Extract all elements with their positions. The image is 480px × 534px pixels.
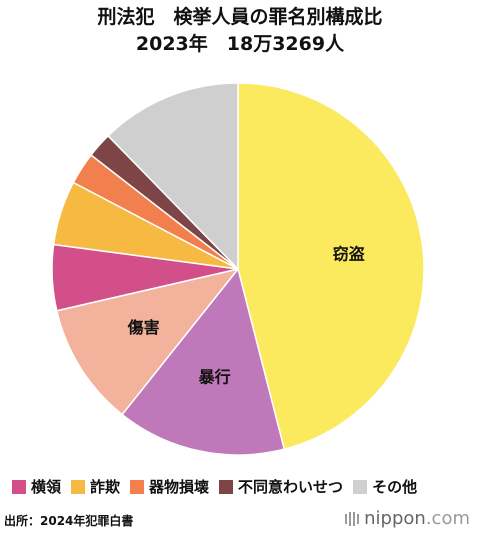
- legend-swatch: [71, 479, 86, 494]
- source-note: 出所：2024年犯罪白書: [4, 514, 134, 528]
- slice-label-0: 窃盗: [333, 245, 365, 264]
- title-line-1: 刑法犯 検挙人員の罪名別構成比: [97, 6, 383, 28]
- legend-label: 器物損壊: [149, 478, 210, 496]
- pie-slice-0: [237, 82, 425, 451]
- chart-title: 刑法犯 検挙人員の罪名別構成比 2023年 18万3269人: [0, 4, 480, 58]
- legend-label: 詐欺: [90, 478, 121, 496]
- legend-label: その他: [372, 478, 418, 496]
- slice-label-2: 傷害: [127, 318, 160, 337]
- slice-label-1: 暴行: [198, 368, 231, 387]
- legend-label: 横領: [31, 478, 62, 496]
- pie-slice-1: [121, 267, 286, 456]
- brand-logo: nippon .com: [344, 508, 470, 529]
- pie-slice-7: [107, 82, 239, 271]
- legend-item-fudoi-waisetsu: 不同意わいせつ: [219, 476, 343, 497]
- legend-item-sagi: 詐欺: [71, 476, 120, 497]
- legend-item-sonota: その他: [353, 476, 417, 497]
- legend: 横領 詐欺 器物損壊 不同意わいせつ その他: [12, 476, 478, 497]
- legend-swatch: [130, 479, 145, 494]
- legend-item-kibutsu-sonkai: 器物損壊: [130, 476, 209, 497]
- legend-swatch: [12, 479, 26, 494]
- title-line-2: 2023年 18万3269人: [135, 33, 345, 55]
- legend-label: 不同意わいせつ: [238, 478, 344, 496]
- nippon-logo-icon: [345, 511, 360, 526]
- legend-swatch: [353, 479, 368, 494]
- brand-tld: .com: [425, 508, 470, 529]
- legend-item-yokuryo: 横領: [12, 476, 61, 497]
- brand-name: nippon: [364, 508, 426, 529]
- pie-slice-2: [55, 267, 240, 416]
- legend-swatch: [219, 479, 234, 494]
